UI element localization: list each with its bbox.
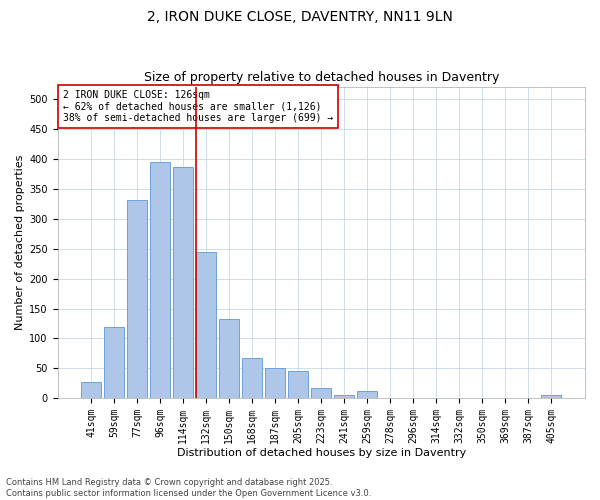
Bar (104, 327, 124, 398)
Bar (358, 391, 377, 398)
Text: 2 IRON DUKE CLOSE: 126sqm
← 62% of detached houses are smaller (1,126)
38% of se: 2 IRON DUKE CLOSE: 126sqm ← 62% of detac… (63, 90, 333, 124)
X-axis label: Distribution of detached houses by size in Daventry: Distribution of detached houses by size … (176, 448, 466, 458)
Bar (311, 388, 331, 398)
Y-axis label: Number of detached properties: Number of detached properties (15, 155, 25, 330)
Bar (220, 318, 239, 398)
Bar (82, 382, 101, 398)
Bar (242, 358, 262, 399)
Title: Size of property relative to detached houses in Daventry: Size of property relative to detached ho… (143, 72, 499, 85)
Bar (196, 252, 216, 398)
Bar (127, 200, 147, 398)
Bar (265, 368, 285, 398)
Bar (289, 372, 308, 398)
Bar (334, 395, 354, 398)
Text: Contains HM Land Registry data © Crown copyright and database right 2025.
Contai: Contains HM Land Registry data © Crown c… (6, 478, 371, 498)
Bar (173, 166, 193, 398)
Bar (151, 162, 170, 398)
Bar (541, 396, 561, 398)
Text: 2, IRON DUKE CLOSE, DAVENTRY, NN11 9LN: 2, IRON DUKE CLOSE, DAVENTRY, NN11 9LN (147, 10, 453, 24)
